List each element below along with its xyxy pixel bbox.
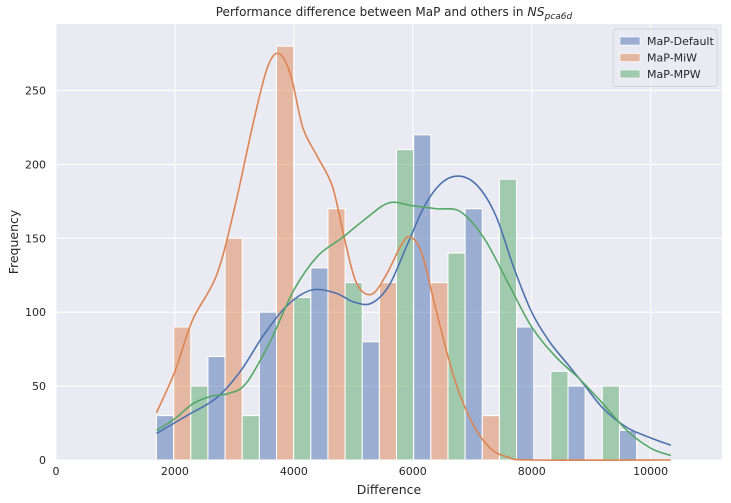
legend-swatch (619, 53, 641, 62)
x-tick-label: 8000 (518, 465, 546, 478)
x-tick-label: 4000 (280, 465, 308, 478)
histogram-bar (464, 208, 483, 461)
histogram-bar (396, 149, 415, 461)
histogram-bar (241, 415, 260, 461)
histogram-bar (173, 326, 192, 461)
kde-curves (155, 52, 672, 462)
chart-title-subscript: pca6d (544, 12, 573, 22)
histogram-bar (447, 252, 466, 461)
chart-title-main: Performance difference between MaP and o… (216, 5, 528, 19)
histogram-bar (190, 385, 209, 461)
histogram-bar (310, 267, 329, 461)
y-tick-label: 50 (32, 380, 46, 393)
histogram-bar (361, 341, 380, 461)
x-tick-label: 0 (53, 465, 60, 478)
histogram-bars (155, 45, 638, 461)
x-tick-label: 6000 (399, 465, 427, 478)
histogram-bar (344, 282, 363, 461)
y-tick-label: 0 (39, 454, 46, 467)
histogram-bar (293, 296, 312, 461)
x-tick-label: 10000 (633, 465, 668, 478)
y-tick-label: 200 (25, 158, 46, 171)
x-axis-ticks: 0 2000 4000 6000 8000 10000 (53, 465, 669, 478)
x-tick-label: 2000 (161, 465, 189, 478)
histogram-bar (618, 429, 638, 461)
chart-title: Performance difference between MaP and o… (216, 4, 573, 22)
legend-swatch (619, 36, 641, 46)
histogram-bar (155, 415, 175, 461)
kde-line (155, 52, 671, 462)
y-tick-label: 150 (25, 232, 46, 245)
y-axis-label: Frequency (6, 209, 21, 274)
histogram-bar (276, 45, 295, 461)
histogram-bar (430, 282, 449, 461)
y-tick-label: 250 (25, 85, 46, 98)
legend-label: MaP-MPW (647, 68, 701, 81)
y-axis-ticks: 0 50 100 150 200 250 (25, 85, 46, 467)
legend-label: MaP-MiW (647, 52, 697, 65)
histogram-bar (601, 385, 620, 461)
histogram-bar (413, 134, 432, 461)
histogram-bar (567, 385, 586, 461)
histogram-bar (550, 370, 569, 461)
chart-title-math: NS (527, 4, 544, 19)
x-axis-label: Difference (357, 482, 422, 497)
kde-line (156, 201, 672, 457)
histogram-bar (498, 178, 518, 461)
legend: MaP-Default MaP-MiW MaP-MPW (612, 28, 718, 87)
histogram-bar (224, 237, 243, 461)
histogram-bar (207, 356, 226, 461)
y-tick-label: 100 (25, 306, 46, 319)
histogram-bar (378, 282, 398, 461)
legend-label: MaP-Default (647, 35, 714, 48)
legend-swatch (619, 69, 641, 79)
histogram-bar (516, 326, 535, 461)
